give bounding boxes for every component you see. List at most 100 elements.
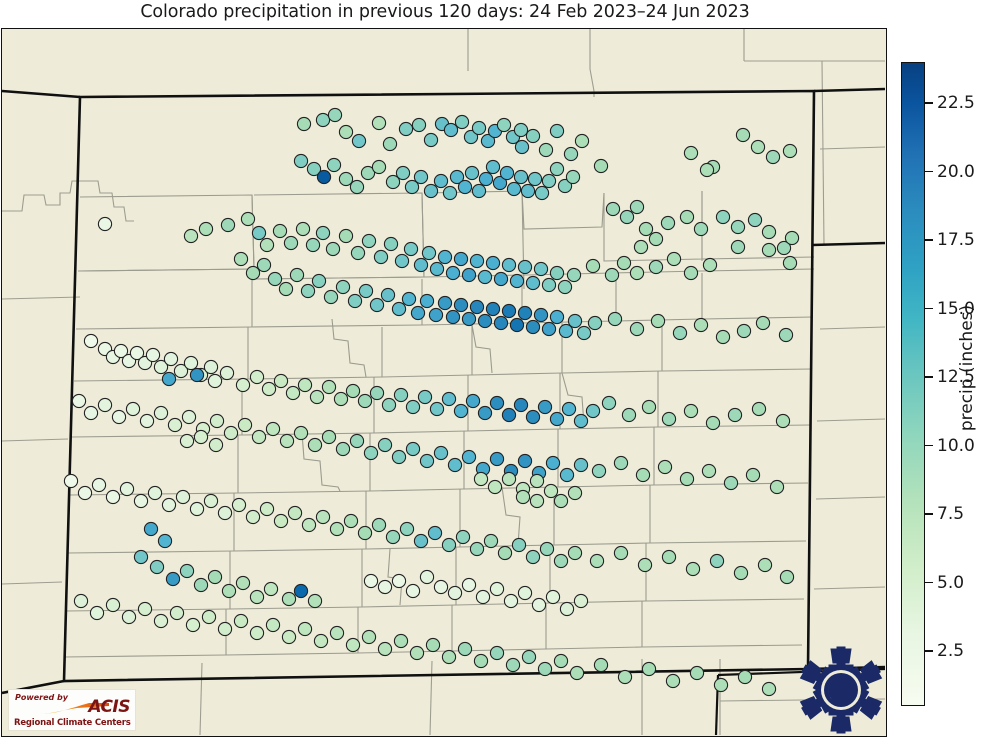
station-marker[interactable]	[89, 605, 105, 621]
station-marker[interactable]	[265, 617, 281, 633]
station-marker[interactable]	[333, 391, 349, 407]
station-marker[interactable]	[77, 485, 93, 501]
station-marker[interactable]	[329, 625, 345, 641]
station-marker[interactable]	[784, 230, 800, 246]
station-marker[interactable]	[259, 237, 275, 253]
station-marker[interactable]	[335, 279, 351, 295]
station-marker[interactable]	[289, 267, 305, 283]
station-marker[interactable]	[779, 569, 795, 585]
station-marker[interactable]	[465, 393, 481, 409]
station-marker[interactable]	[256, 257, 272, 273]
station-marker[interactable]	[616, 255, 632, 271]
station-marker[interactable]	[650, 313, 666, 329]
station-marker[interactable]	[635, 467, 651, 483]
station-marker[interactable]	[529, 493, 545, 509]
station-marker[interactable]	[485, 159, 501, 175]
station-marker[interactable]	[573, 593, 589, 609]
station-marker[interactable]	[272, 223, 288, 239]
station-marker[interactable]	[325, 241, 341, 257]
station-marker[interactable]	[433, 173, 449, 189]
station-marker[interactable]	[453, 251, 469, 267]
station-marker[interactable]	[457, 179, 473, 195]
station-marker[interactable]	[757, 557, 773, 573]
station-marker[interactable]	[574, 133, 590, 149]
station-marker[interactable]	[751, 401, 767, 417]
station-marker[interactable]	[604, 267, 620, 283]
station-marker[interactable]	[273, 373, 289, 389]
station-marker[interactable]	[161, 371, 177, 387]
station-marker[interactable]	[769, 479, 785, 495]
station-marker[interactable]	[485, 255, 501, 271]
station-marker[interactable]	[427, 525, 443, 541]
station-marker[interactable]	[369, 297, 385, 313]
station-marker[interactable]	[621, 407, 637, 423]
station-marker[interactable]	[419, 453, 435, 469]
station-marker[interactable]	[71, 393, 87, 409]
station-marker[interactable]	[461, 267, 477, 283]
station-marker[interactable]	[569, 665, 585, 681]
station-marker[interactable]	[661, 411, 677, 427]
station-marker[interactable]	[203, 359, 219, 375]
station-marker[interactable]	[409, 645, 425, 661]
station-marker[interactable]	[593, 158, 609, 174]
station-marker[interactable]	[198, 221, 214, 237]
station-marker[interactable]	[233, 613, 249, 629]
station-marker[interactable]	[534, 185, 550, 201]
station-marker[interactable]	[447, 585, 463, 601]
station-marker[interactable]	[607, 311, 623, 327]
station-marker[interactable]	[429, 401, 445, 417]
station-marker[interactable]	[385, 174, 401, 190]
station-marker[interactable]	[207, 569, 223, 585]
station-marker[interactable]	[173, 363, 189, 379]
station-marker[interactable]	[514, 139, 530, 155]
station-marker[interactable]	[525, 319, 541, 335]
station-marker[interactable]	[259, 501, 275, 517]
station-marker[interactable]	[380, 287, 396, 303]
station-marker[interactable]	[557, 178, 573, 194]
station-marker[interactable]	[737, 669, 753, 685]
station-marker[interactable]	[489, 395, 505, 411]
station-marker[interactable]	[133, 493, 149, 509]
station-marker[interactable]	[477, 313, 493, 329]
station-marker[interactable]	[169, 605, 185, 621]
station-marker[interactable]	[513, 122, 529, 138]
station-marker[interactable]	[617, 669, 633, 685]
station-marker[interactable]	[189, 501, 205, 517]
station-marker[interactable]	[358, 283, 374, 299]
station-marker[interactable]	[549, 309, 565, 325]
station-marker[interactable]	[517, 585, 533, 601]
station-marker[interactable]	[307, 437, 323, 453]
station-marker[interactable]	[665, 673, 681, 689]
station-marker[interactable]	[464, 165, 480, 181]
station-marker[interactable]	[559, 467, 575, 483]
station-marker[interactable]	[381, 397, 397, 413]
station-marker[interactable]	[413, 169, 429, 185]
station-marker[interactable]	[505, 657, 521, 673]
station-marker[interactable]	[693, 317, 709, 333]
station-marker[interactable]	[648, 231, 664, 247]
station-marker[interactable]	[237, 417, 253, 433]
station-marker[interactable]	[733, 565, 749, 581]
station-marker[interactable]	[137, 601, 153, 617]
station-marker[interactable]	[245, 265, 261, 281]
station-marker[interactable]	[235, 377, 251, 393]
station-marker[interactable]	[629, 199, 645, 215]
station-marker[interactable]	[419, 293, 435, 309]
station-marker[interactable]	[501, 471, 517, 487]
station-marker[interactable]	[111, 409, 127, 425]
station-marker[interactable]	[391, 449, 407, 465]
station-marker[interactable]	[149, 559, 165, 575]
station-marker[interactable]	[153, 613, 169, 629]
station-marker[interactable]	[489, 645, 505, 661]
station-marker[interactable]	[513, 397, 529, 413]
station-marker[interactable]	[533, 261, 549, 277]
station-marker[interactable]	[399, 521, 415, 537]
station-marker[interactable]	[715, 329, 731, 345]
station-marker[interactable]	[313, 633, 329, 649]
station-marker[interactable]	[589, 553, 605, 569]
station-marker[interactable]	[533, 307, 549, 323]
station-marker[interactable]	[338, 171, 354, 187]
station-marker[interactable]	[567, 545, 583, 561]
station-marker[interactable]	[335, 441, 351, 457]
station-marker[interactable]	[193, 577, 209, 593]
